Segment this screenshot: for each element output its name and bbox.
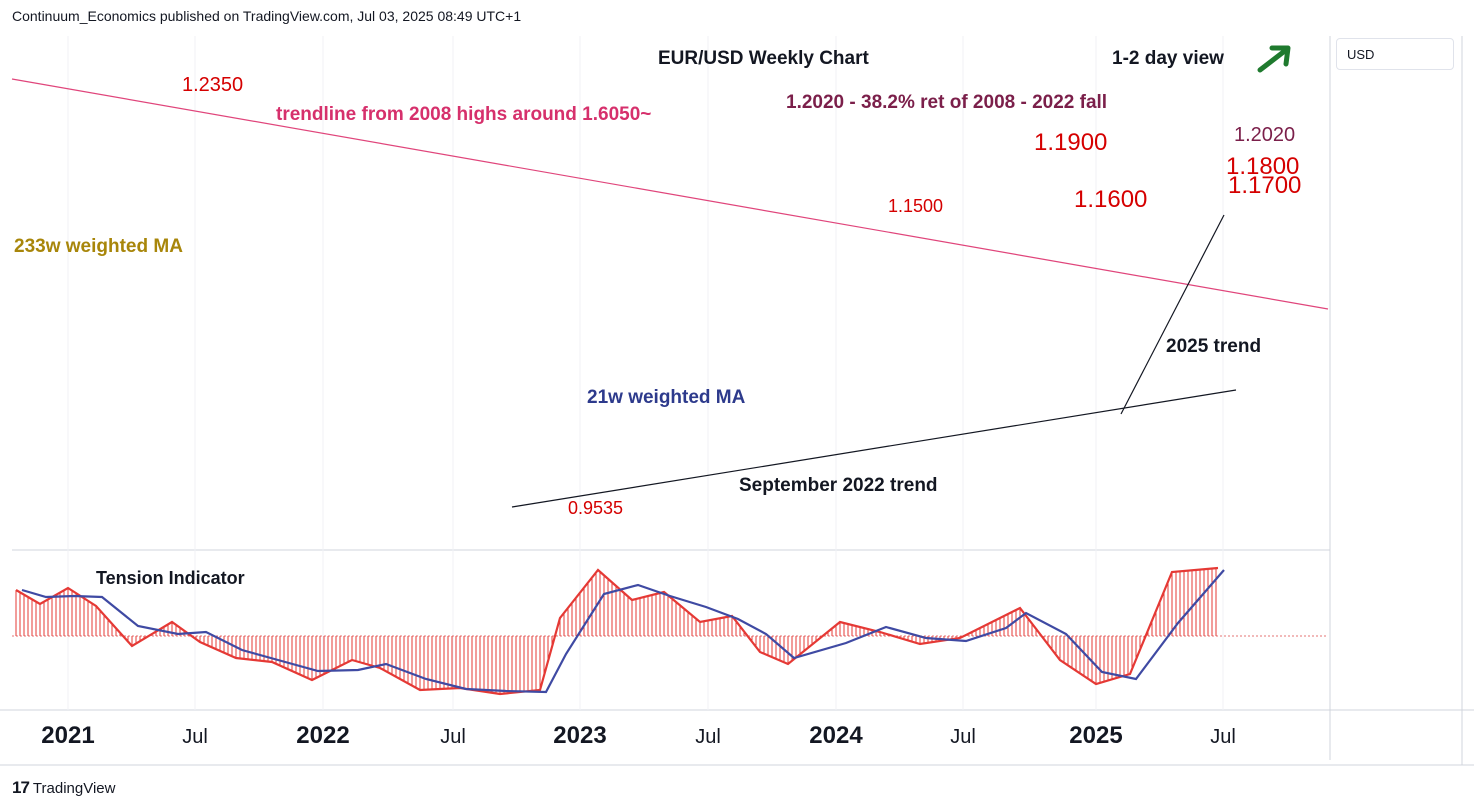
annotation-trendline: trendline from 2008 highs around 1.6050~ [276,104,651,125]
publish-header: Continuum_Economics published on Trading… [12,8,522,24]
annotation-ma233: 233w weighted MA [14,236,183,257]
level-label: 1.2020 [1234,124,1295,146]
annotation-2025-trend: 2025 trend [1166,336,1261,357]
brand-label: TradingView [32,779,116,797]
indicator-signal-line [15,566,1219,696]
x-tick-label: Jul [695,726,721,748]
x-tick-label: 2022 [296,722,349,749]
trendline-2025 [1120,214,1225,415]
x-tick-label: Jul [182,726,208,748]
x-tick-label: 2025 [1069,722,1122,749]
view-label: 1-2 day view [1112,48,1224,69]
x-tick-label: 2023 [553,722,606,749]
annotation-fib: 1.2020 - 38.2% ret of 2008 - 2022 fall [786,92,1107,113]
indicator-main-line [21,569,1225,694]
level-label: 1.2350 [182,74,243,96]
x-tick-label: 2021 [41,722,94,749]
level-label: 1.1600 [1074,186,1147,213]
annotation-sept-trend: September 2022 trend [739,475,938,496]
currency-selector[interactable]: USD [1336,38,1454,70]
x-tick-label: Jul [440,726,466,748]
chart-title: EUR/USD Weekly Chart [658,48,869,69]
level-label: 1.1500 [888,196,943,216]
level-label: 0.9535 [568,498,623,518]
trendline-sept-2022 [511,389,1237,508]
level-label: 1.1700 [1228,172,1301,199]
up-arrow-icon [1257,45,1291,73]
trendline-2008 [11,78,1329,310]
x-tick-label: 2024 [809,722,863,749]
indicator-title: Tension Indicator [96,568,245,588]
annotation-ma21: 21w weighted MA [587,387,746,408]
x-tick-label: Jul [950,726,976,748]
tradingview-logo-icon: 17 [12,778,30,797]
level-label: 1.1900 [1034,129,1107,156]
level-label: 1.1800 [1226,153,1299,180]
x-tick-label: Jul [1210,726,1236,748]
brand: 17 TradingView [12,778,115,798]
